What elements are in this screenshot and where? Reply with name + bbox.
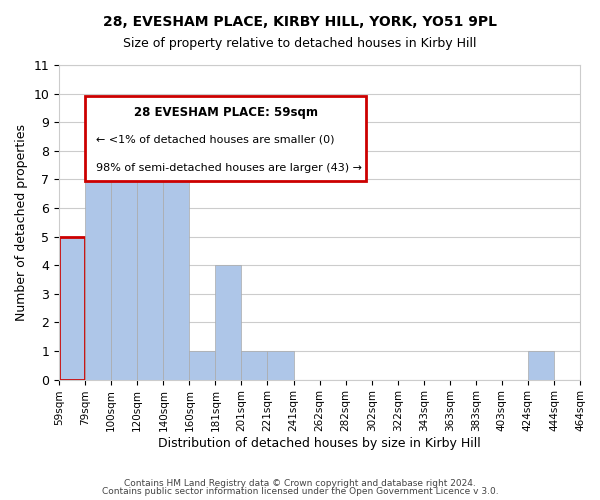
Text: Contains public sector information licensed under the Open Government Licence v : Contains public sector information licen… bbox=[101, 487, 499, 496]
Y-axis label: Number of detached properties: Number of detached properties bbox=[15, 124, 28, 321]
Text: ← <1% of detached houses are smaller (0): ← <1% of detached houses are smaller (0) bbox=[95, 134, 334, 144]
Bar bbox=[241, 351, 268, 380]
Text: Contains HM Land Registry data © Crown copyright and database right 2024.: Contains HM Land Registry data © Crown c… bbox=[124, 478, 476, 488]
Bar bbox=[215, 265, 241, 380]
Bar bbox=[268, 351, 293, 380]
Text: 28, EVESHAM PLACE, KIRBY HILL, YORK, YO51 9PL: 28, EVESHAM PLACE, KIRBY HILL, YORK, YO5… bbox=[103, 15, 497, 29]
Text: Size of property relative to detached houses in Kirby Hill: Size of property relative to detached ho… bbox=[123, 38, 477, 51]
FancyBboxPatch shape bbox=[85, 96, 367, 182]
Bar bbox=[59, 236, 85, 380]
Bar bbox=[528, 351, 554, 380]
Bar bbox=[163, 151, 190, 380]
Bar bbox=[137, 122, 163, 380]
Bar bbox=[111, 151, 137, 380]
Text: 98% of semi-detached houses are larger (43) →: 98% of semi-detached houses are larger (… bbox=[95, 162, 362, 172]
Bar bbox=[190, 351, 215, 380]
Bar bbox=[85, 180, 111, 380]
X-axis label: Distribution of detached houses by size in Kirby Hill: Distribution of detached houses by size … bbox=[158, 437, 481, 450]
Text: 28 EVESHAM PLACE: 59sqm: 28 EVESHAM PLACE: 59sqm bbox=[134, 106, 318, 119]
